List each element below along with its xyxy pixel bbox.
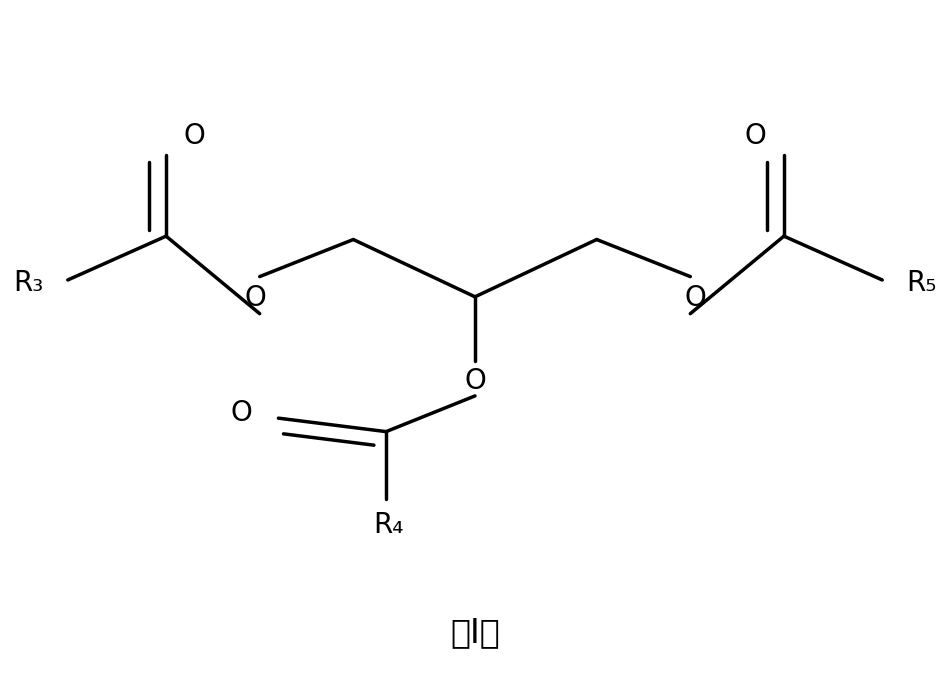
- Text: R₅: R₅: [906, 269, 937, 297]
- Text: O: O: [244, 284, 266, 312]
- Text: O: O: [183, 122, 205, 151]
- Text: O: O: [465, 367, 485, 395]
- Text: O: O: [684, 284, 706, 312]
- Text: R₃: R₃: [13, 269, 44, 297]
- Text: O: O: [230, 399, 252, 427]
- Text: R₄: R₄: [373, 510, 404, 539]
- Text: （I）: （I）: [450, 616, 500, 649]
- Text: O: O: [745, 122, 767, 151]
